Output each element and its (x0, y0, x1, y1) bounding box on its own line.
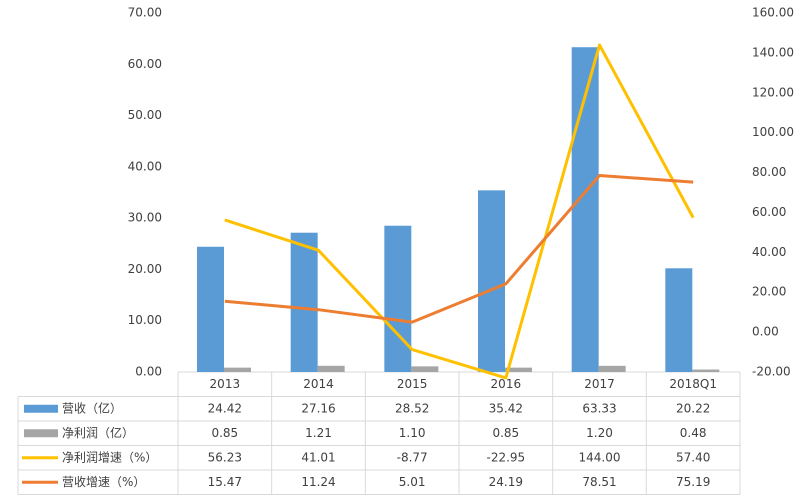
legend-swatch (24, 429, 58, 438)
legend-label: 营收（亿） (62, 400, 122, 415)
table-value: 1.20 (586, 426, 613, 440)
bar (411, 366, 439, 372)
table-value: 41.01 (301, 450, 335, 464)
table-value: -22.95 (486, 450, 525, 464)
bar (224, 367, 251, 372)
y2-tick-label: 100.00 (752, 125, 794, 139)
y-tick-label: 40.00 (128, 159, 162, 173)
y-tick-label: 70.00 (128, 6, 162, 20)
bar (290, 232, 318, 372)
legend-label: 净利润增速（%） (62, 450, 157, 464)
table-value: 20.22 (676, 401, 710, 415)
bar (665, 268, 693, 372)
bar (505, 367, 532, 372)
table-value: 57.40 (676, 450, 710, 464)
table-value: 78.51 (582, 475, 616, 489)
table-value: 1.21 (305, 426, 332, 440)
line (224, 174, 694, 324)
x-tick-label: 2018Q1 (669, 377, 717, 391)
table-value: 15.47 (208, 475, 242, 489)
y-tick-label: 20.00 (128, 262, 162, 276)
bar (598, 365, 626, 372)
y2-tick-label: 40.00 (752, 245, 786, 259)
table-value: 27.16 (301, 401, 335, 415)
y2-tick-label: 80.00 (752, 165, 786, 179)
table-value: 35.42 (489, 401, 523, 415)
y2-tick-label: 20.00 (752, 285, 786, 299)
x-tick-label: 2016 (491, 377, 522, 391)
table-value: 24.19 (489, 475, 523, 489)
line (224, 43, 695, 380)
y-tick-label: 0.00 (135, 365, 162, 379)
y-tick-label: 50.00 (128, 108, 162, 122)
legend-label: 营收增速（%） (62, 475, 145, 489)
y-tick-label: 60.00 (128, 57, 162, 71)
bar (692, 369, 720, 372)
table-value: 28.52 (395, 401, 429, 415)
bar (384, 225, 412, 372)
legend-label: 净利润（亿） (62, 425, 134, 440)
y-tick-label: 10.00 (128, 313, 162, 327)
table-value: 5.01 (399, 475, 426, 489)
table-value: 0.85 (211, 426, 238, 440)
table-value: 56.23 (208, 450, 242, 464)
x-tick-label: 2014 (303, 377, 334, 391)
table-value: 11.24 (301, 475, 335, 489)
bar (317, 365, 345, 372)
table-value: 144.00 (579, 450, 621, 464)
table-value: 75.19 (676, 475, 710, 489)
table-value: 24.42 (208, 401, 242, 415)
bar (478, 190, 505, 372)
y2-tick-label: 0.00 (752, 325, 779, 339)
table-value: 1.10 (399, 426, 426, 440)
x-tick-label: 2017 (584, 377, 615, 391)
y2-tick-label: -20.00 (752, 365, 791, 379)
table-value: 0.48 (680, 426, 707, 440)
table-value: 63.33 (582, 401, 616, 415)
y2-tick-label: 120.00 (752, 85, 794, 99)
y-tick-label: 30.00 (128, 211, 162, 225)
table-value: -8.77 (397, 450, 428, 464)
y2-tick-label: 60.00 (752, 205, 786, 219)
y2-tick-label: 160.00 (752, 6, 794, 20)
table-value: 0.85 (492, 426, 519, 440)
y2-tick-label: 140.00 (752, 45, 794, 59)
x-tick-label: 2015 (397, 377, 428, 391)
bar (197, 246, 224, 372)
legend-swatch (24, 404, 58, 413)
x-tick-label: 2013 (210, 377, 241, 391)
